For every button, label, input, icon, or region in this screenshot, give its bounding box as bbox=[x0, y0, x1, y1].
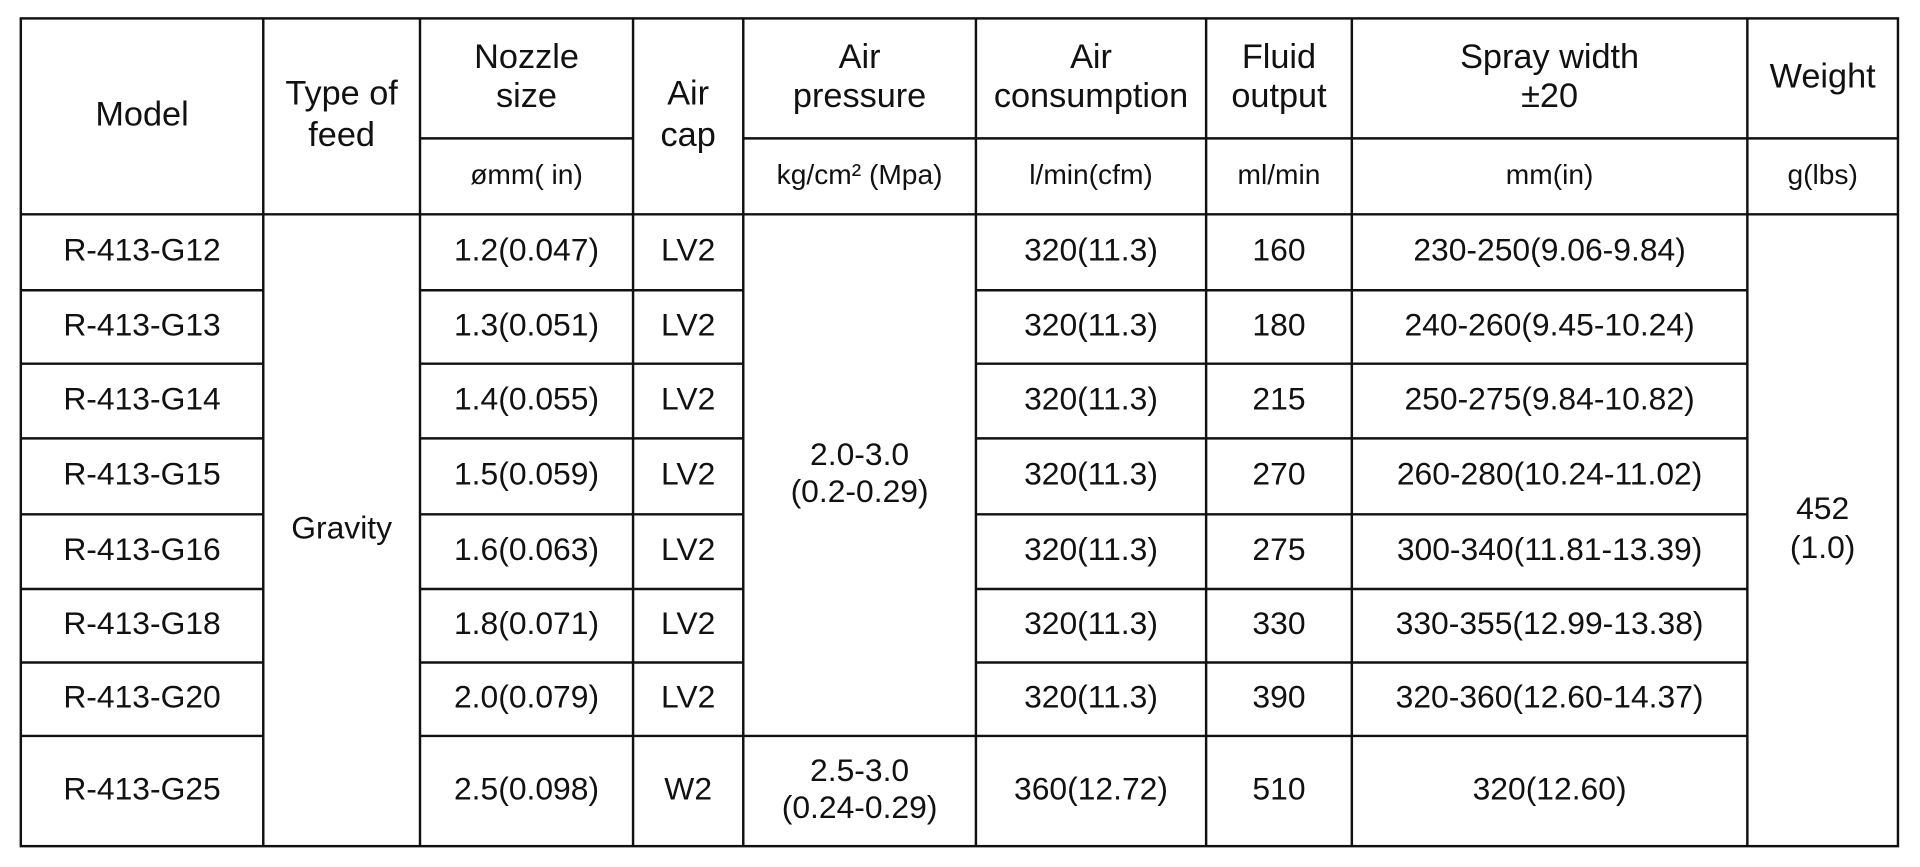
cell-fluid-output: 275 bbox=[1252, 531, 1305, 567]
cell-air-cap: W2 bbox=[664, 770, 712, 806]
cell-nozzle: 2.5(0.098) bbox=[454, 770, 599, 806]
cell-nozzle: 1.3(0.051) bbox=[454, 306, 599, 342]
cell-air-consumption: 360(12.72) bbox=[1014, 770, 1168, 806]
cell-model: R-413-G16 bbox=[63, 531, 220, 567]
cell-air-consumption: 320(11.3) bbox=[1024, 456, 1158, 492]
header-title: Weight bbox=[1770, 57, 1877, 95]
header-title: Type of bbox=[285, 75, 398, 113]
cell-spray-width: 260-280(10.24-11.02) bbox=[1397, 456, 1703, 492]
cell-spray-width: 240-260(9.45-10.24) bbox=[1404, 306, 1694, 342]
cell-air-consumption: 320(11.3) bbox=[1024, 531, 1158, 567]
cell-fluid-output: 160 bbox=[1252, 232, 1305, 268]
cell-model: R-413-G12 bbox=[63, 232, 220, 268]
header-title: ±20 bbox=[1521, 77, 1578, 115]
cell-air-cap: LV2 bbox=[661, 679, 715, 715]
header-unit: g(lbs) bbox=[1787, 159, 1857, 190]
cell-air-consumption: 320(11.3) bbox=[1024, 306, 1158, 342]
cell-air-cap: LV2 bbox=[661, 306, 715, 342]
header-title: size bbox=[496, 77, 557, 115]
cell-weight: (1.0) bbox=[1790, 529, 1855, 565]
header-title: Model bbox=[95, 95, 188, 133]
cell-model: R-413-G18 bbox=[63, 605, 220, 641]
header-unit: l/min(cfm) bbox=[1029, 159, 1153, 190]
cell-air-pressure: (0.24-0.29) bbox=[782, 789, 938, 825]
cell-fluid-output: 330 bbox=[1252, 605, 1305, 641]
cell-air-consumption: 320(11.3) bbox=[1024, 605, 1158, 641]
cell-air-cap: LV2 bbox=[661, 456, 715, 492]
header-title: consumption bbox=[994, 77, 1188, 115]
header-title: Spray width bbox=[1460, 38, 1639, 76]
header-title: Nozzle bbox=[474, 38, 579, 76]
cell-air-pressure: 2.5-3.0 bbox=[810, 752, 909, 788]
cell-nozzle: 1.5(0.059) bbox=[454, 456, 599, 492]
cell-air-cap: LV2 bbox=[661, 232, 715, 268]
cell-weight: 452 bbox=[1796, 490, 1849, 526]
cell-model: R-413-G25 bbox=[63, 770, 220, 806]
header-title: Air bbox=[1070, 38, 1112, 76]
cell-nozzle: 2.0(0.079) bbox=[454, 679, 599, 715]
cell-model: R-413-G20 bbox=[63, 679, 220, 715]
cell-air-cap: LV2 bbox=[661, 380, 715, 416]
cell-fluid-output: 215 bbox=[1252, 380, 1305, 416]
cell-fluid-output: 180 bbox=[1252, 306, 1305, 342]
table-border bbox=[19, 17, 1900, 848]
cell-air-cap: LV2 bbox=[661, 605, 715, 641]
cell-air-pressure: 2.0-3.0 bbox=[810, 436, 909, 472]
cell-spray-width: 250-275(9.84-10.82) bbox=[1404, 380, 1694, 416]
cell-model: R-413-G14 bbox=[63, 380, 220, 416]
header-title: cap bbox=[661, 116, 716, 154]
header-title: feed bbox=[308, 116, 375, 154]
header-title: Air bbox=[667, 75, 709, 113]
header-unit: ømm( in) bbox=[470, 159, 583, 190]
cell-model: R-413-G13 bbox=[63, 306, 220, 342]
cell-model: R-413-G15 bbox=[63, 456, 220, 492]
cell-spray-width: 320-360(12.60-14.37) bbox=[1396, 679, 1704, 715]
header-unit: mm(in) bbox=[1506, 159, 1594, 190]
cell-nozzle: 1.2(0.047) bbox=[454, 232, 599, 268]
cell-air-consumption: 320(11.3) bbox=[1024, 679, 1158, 715]
header-title: Air bbox=[839, 38, 881, 76]
cell-spray-width: 330-355(12.99-13.38) bbox=[1396, 605, 1704, 641]
cell-fluid-output: 510 bbox=[1252, 770, 1305, 806]
cell-type-of-feed: Gravity bbox=[291, 510, 392, 546]
cell-air-consumption: 320(11.3) bbox=[1024, 232, 1158, 268]
cell-air-cap: LV2 bbox=[661, 531, 715, 567]
cell-spray-width: 230-250(9.06-9.84) bbox=[1413, 232, 1686, 268]
cell-nozzle: 1.6(0.063) bbox=[454, 531, 599, 567]
header-title: Fluid bbox=[1242, 38, 1316, 76]
header-unit: kg/cm² (Mpa) bbox=[777, 159, 943, 190]
cell-fluid-output: 270 bbox=[1252, 456, 1305, 492]
cell-spray-width: 320(12.60) bbox=[1473, 770, 1627, 806]
cell-spray-width: 300-340(11.81-13.39) bbox=[1397, 531, 1703, 567]
header-title: pressure bbox=[793, 77, 926, 115]
cell-air-pressure: (0.2-0.29) bbox=[791, 473, 929, 509]
cell-nozzle: 1.4(0.055) bbox=[454, 380, 599, 416]
cell-air-consumption: 320(11.3) bbox=[1024, 380, 1158, 416]
header-title: output bbox=[1231, 77, 1327, 115]
cell-nozzle: 1.8(0.071) bbox=[454, 605, 599, 641]
header-unit: ml/min bbox=[1238, 159, 1321, 190]
cell-fluid-output: 390 bbox=[1252, 679, 1305, 715]
